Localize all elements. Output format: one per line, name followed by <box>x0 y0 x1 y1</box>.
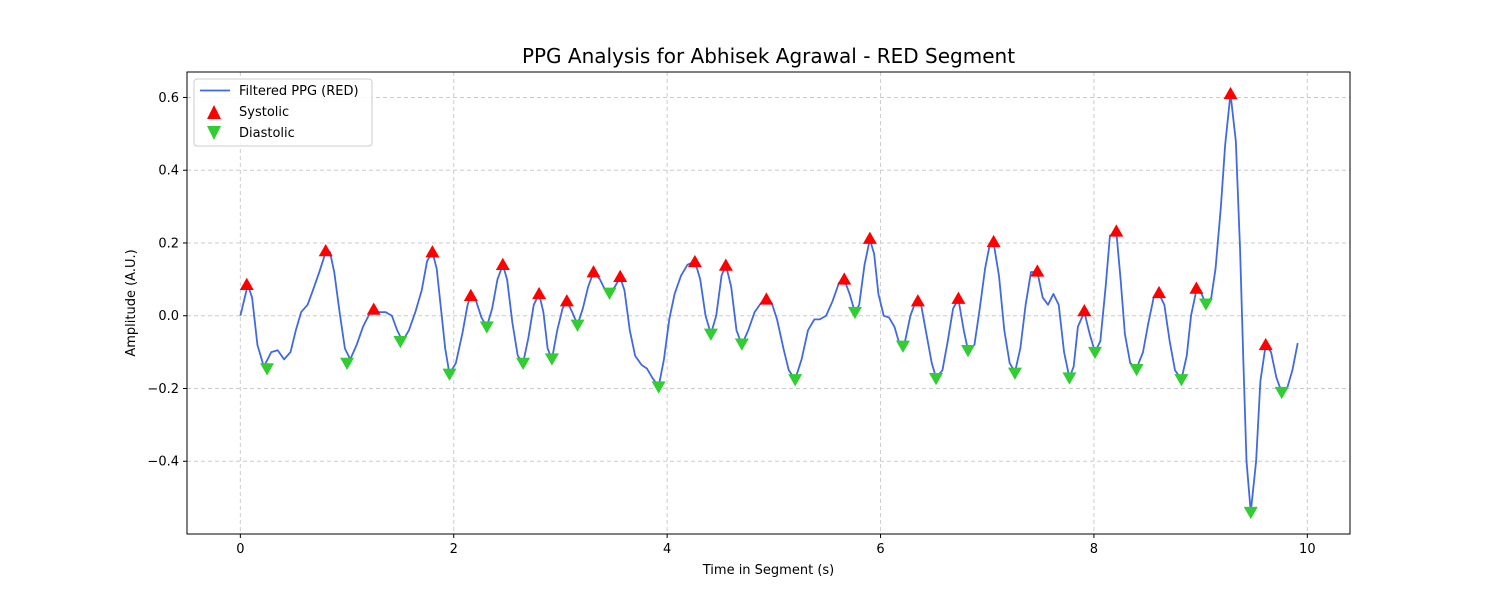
ticks: 0 2 4 6 8 10 −0.4 −0.2 0.0 0.2 0.4 0.6 <box>147 91 1315 557</box>
diastolic-marker <box>788 374 803 387</box>
systolic-marker <box>559 294 574 307</box>
diastolic-marker <box>479 321 494 334</box>
y-tick-label: 0.4 <box>158 164 179 179</box>
systolic-marker <box>586 265 601 278</box>
systolic-marker <box>532 286 547 300</box>
diastolic-marker <box>1198 298 1213 311</box>
systolic-marker <box>1258 337 1273 351</box>
diastolic-marker <box>703 328 718 341</box>
diastolic-marker <box>1174 374 1189 387</box>
systolic-marker <box>463 288 478 301</box>
diastolic-marker <box>340 357 355 371</box>
y-tick-label: −0.4 <box>147 455 179 470</box>
systolic-marker <box>862 231 877 244</box>
systolic-marker <box>366 302 381 315</box>
legend-systolic-marker <box>207 105 221 119</box>
diastolic-marker <box>961 345 976 358</box>
systolic-marker <box>318 243 333 257</box>
y-tick-label: 0.2 <box>158 236 179 251</box>
x-tick-label: 4 <box>663 542 671 557</box>
y-axis-label: Amplitude (A.U.) <box>124 249 139 356</box>
plot-frame <box>186 71 1351 535</box>
diastolic-marker <box>929 373 944 386</box>
y-tick-label: −0.2 <box>147 382 179 397</box>
systolic-marker <box>1152 285 1167 299</box>
systolic-marker <box>1109 224 1124 237</box>
systolic-marker <box>759 292 774 305</box>
diastolic-marker <box>393 335 408 349</box>
systolic-marker <box>837 272 852 285</box>
systolic-marker <box>986 234 1001 248</box>
systolic-marker <box>1030 264 1045 277</box>
diastolic-marker <box>1243 506 1258 520</box>
diastolic-marker <box>1062 372 1077 385</box>
systolic-marker <box>495 257 510 271</box>
diastolic-marker <box>1129 363 1144 377</box>
diastolic-marker <box>1087 346 1102 360</box>
legend-label-systolic: Systolic <box>239 105 289 120</box>
diastolic-marker <box>847 306 862 320</box>
systolic-marker <box>1223 86 1238 100</box>
systolic-marker <box>425 245 440 258</box>
x-tick-label: 10 <box>1299 542 1316 557</box>
diastolic-marker <box>516 357 531 371</box>
diastolic-marker <box>895 340 910 353</box>
legend-label-diastolic: Diastolic <box>239 126 295 141</box>
systolic-marker <box>239 277 254 291</box>
x-tick-label: 6 <box>876 542 884 557</box>
systolic-marker <box>687 254 702 268</box>
y-tick-label: 0.0 <box>158 309 179 324</box>
diastolic-marker <box>734 338 749 351</box>
diastolic-marker <box>260 363 275 376</box>
systolic-marker <box>910 294 925 307</box>
y-tick-label: 0.6 <box>158 91 179 106</box>
grid <box>187 72 1350 534</box>
legend-diastolic-marker <box>207 126 221 140</box>
systolic-marker <box>951 291 966 304</box>
systolic-marker <box>718 258 733 271</box>
x-tick-label: 2 <box>450 542 458 557</box>
diastolic-marker <box>1274 386 1289 400</box>
diastolic-marker <box>570 319 585 332</box>
diastolic-marker <box>651 381 666 394</box>
chart-title: PPG Analysis for Abhisek Agrawal - RED S… <box>522 44 1015 68</box>
x-axis-label: Time in Segment (s) <box>702 563 834 578</box>
diastolic-marker <box>442 368 457 381</box>
x-tick-label: 8 <box>1090 542 1098 557</box>
legend-box <box>193 78 373 147</box>
diastolic-marker <box>602 287 617 300</box>
legend: Filtered PPG (RED) Systolic Diastolic <box>193 78 373 147</box>
systolic-marker <box>1077 304 1092 317</box>
diastolic-marker <box>544 353 559 366</box>
legend-label-filtered: Filtered PPG (RED) <box>239 84 359 99</box>
x-tick-label: 0 <box>236 542 244 557</box>
diastolic-marker <box>1007 367 1022 380</box>
systolic-marker <box>1189 281 1204 294</box>
systolic-marker <box>613 269 628 283</box>
series-layer <box>239 86 1299 520</box>
